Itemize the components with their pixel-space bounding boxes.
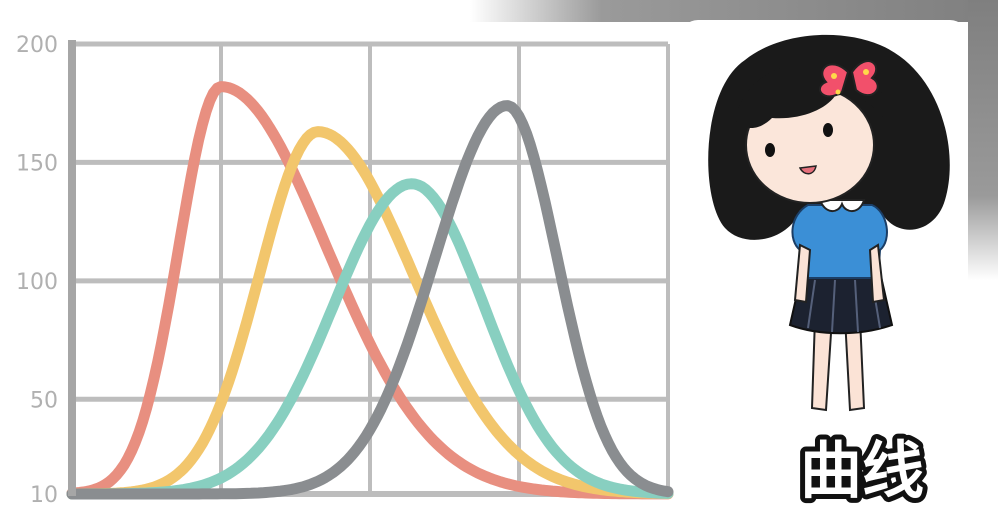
frame-top-edge [470, 0, 998, 22]
curve-series [66, 81, 674, 500]
skirt-pleat [807, 279, 816, 329]
y-tick-label: 200 [16, 33, 58, 58]
caption-outline: 曲线 [800, 434, 924, 507]
y-tick-label: 50 [30, 388, 58, 413]
series-line-1 [66, 81, 674, 500]
girl-arm-right [868, 243, 886, 304]
frame-right-edge [968, 0, 998, 280]
skirt-pleat [831, 279, 836, 333]
girl-collar [818, 199, 866, 212]
girl-eye-left [765, 143, 775, 157]
y-tick-label: 150 [16, 151, 58, 176]
plot-area: 10 50 100 150 200 [16, 33, 674, 508]
girl-illustration [708, 34, 950, 412]
butterfly-hairclip-icon [819, 60, 879, 98]
girl-skirt [788, 271, 894, 335]
girl-arm-left [793, 243, 812, 304]
series-line-2 [66, 126, 674, 500]
caption-text: 曲线 [800, 434, 924, 507]
skirt-pleat [854, 279, 859, 333]
y-tick-label: 10 [30, 483, 58, 508]
series-line-4 [66, 100, 674, 500]
girl-eye-right [823, 123, 833, 137]
y-tick-label: 100 [16, 270, 58, 295]
girl-mouth [798, 165, 817, 175]
girl-hair-bangs [735, 62, 885, 129]
y-tick-labels: 10 50 100 150 200 [16, 33, 58, 508]
